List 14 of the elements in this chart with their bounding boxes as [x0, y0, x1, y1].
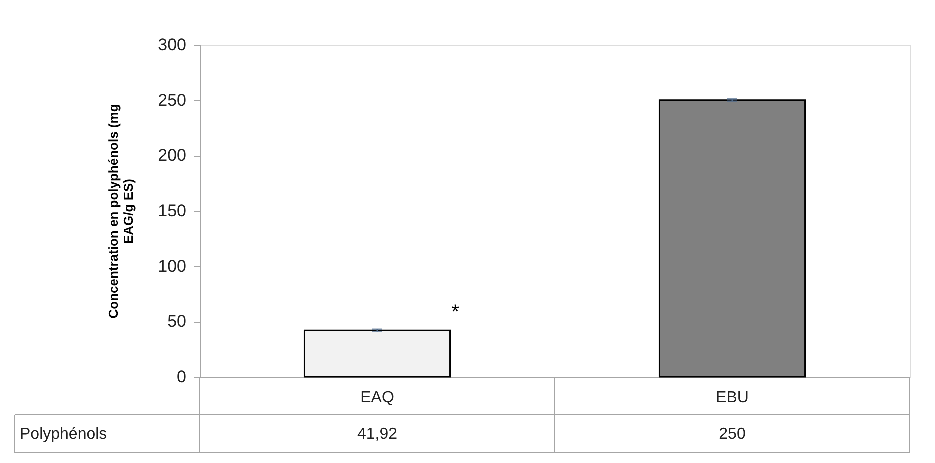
y-axis-title: Concentration en polyphénols (mg EAG/g ES) [106, 104, 136, 319]
y-tick-label: 250 [158, 90, 186, 110]
text: Polyphénols [20, 426, 108, 443]
data-label: 41,92 [357, 426, 398, 443]
y-tick-label: 150 [158, 202, 186, 220]
y-tick-label: 200 [158, 146, 186, 166]
data-label: 250 [719, 426, 746, 443]
x-tick-label: EBU [716, 390, 749, 406]
annotation: * [452, 302, 460, 324]
y-tick-label: 0 [177, 368, 186, 386]
y-tick-label: 50 [168, 312, 186, 332]
y-tick-label: 100 [158, 256, 186, 276]
y-tick-label: 300 [158, 36, 186, 54]
x-tick-label: EAQ [360, 390, 394, 406]
